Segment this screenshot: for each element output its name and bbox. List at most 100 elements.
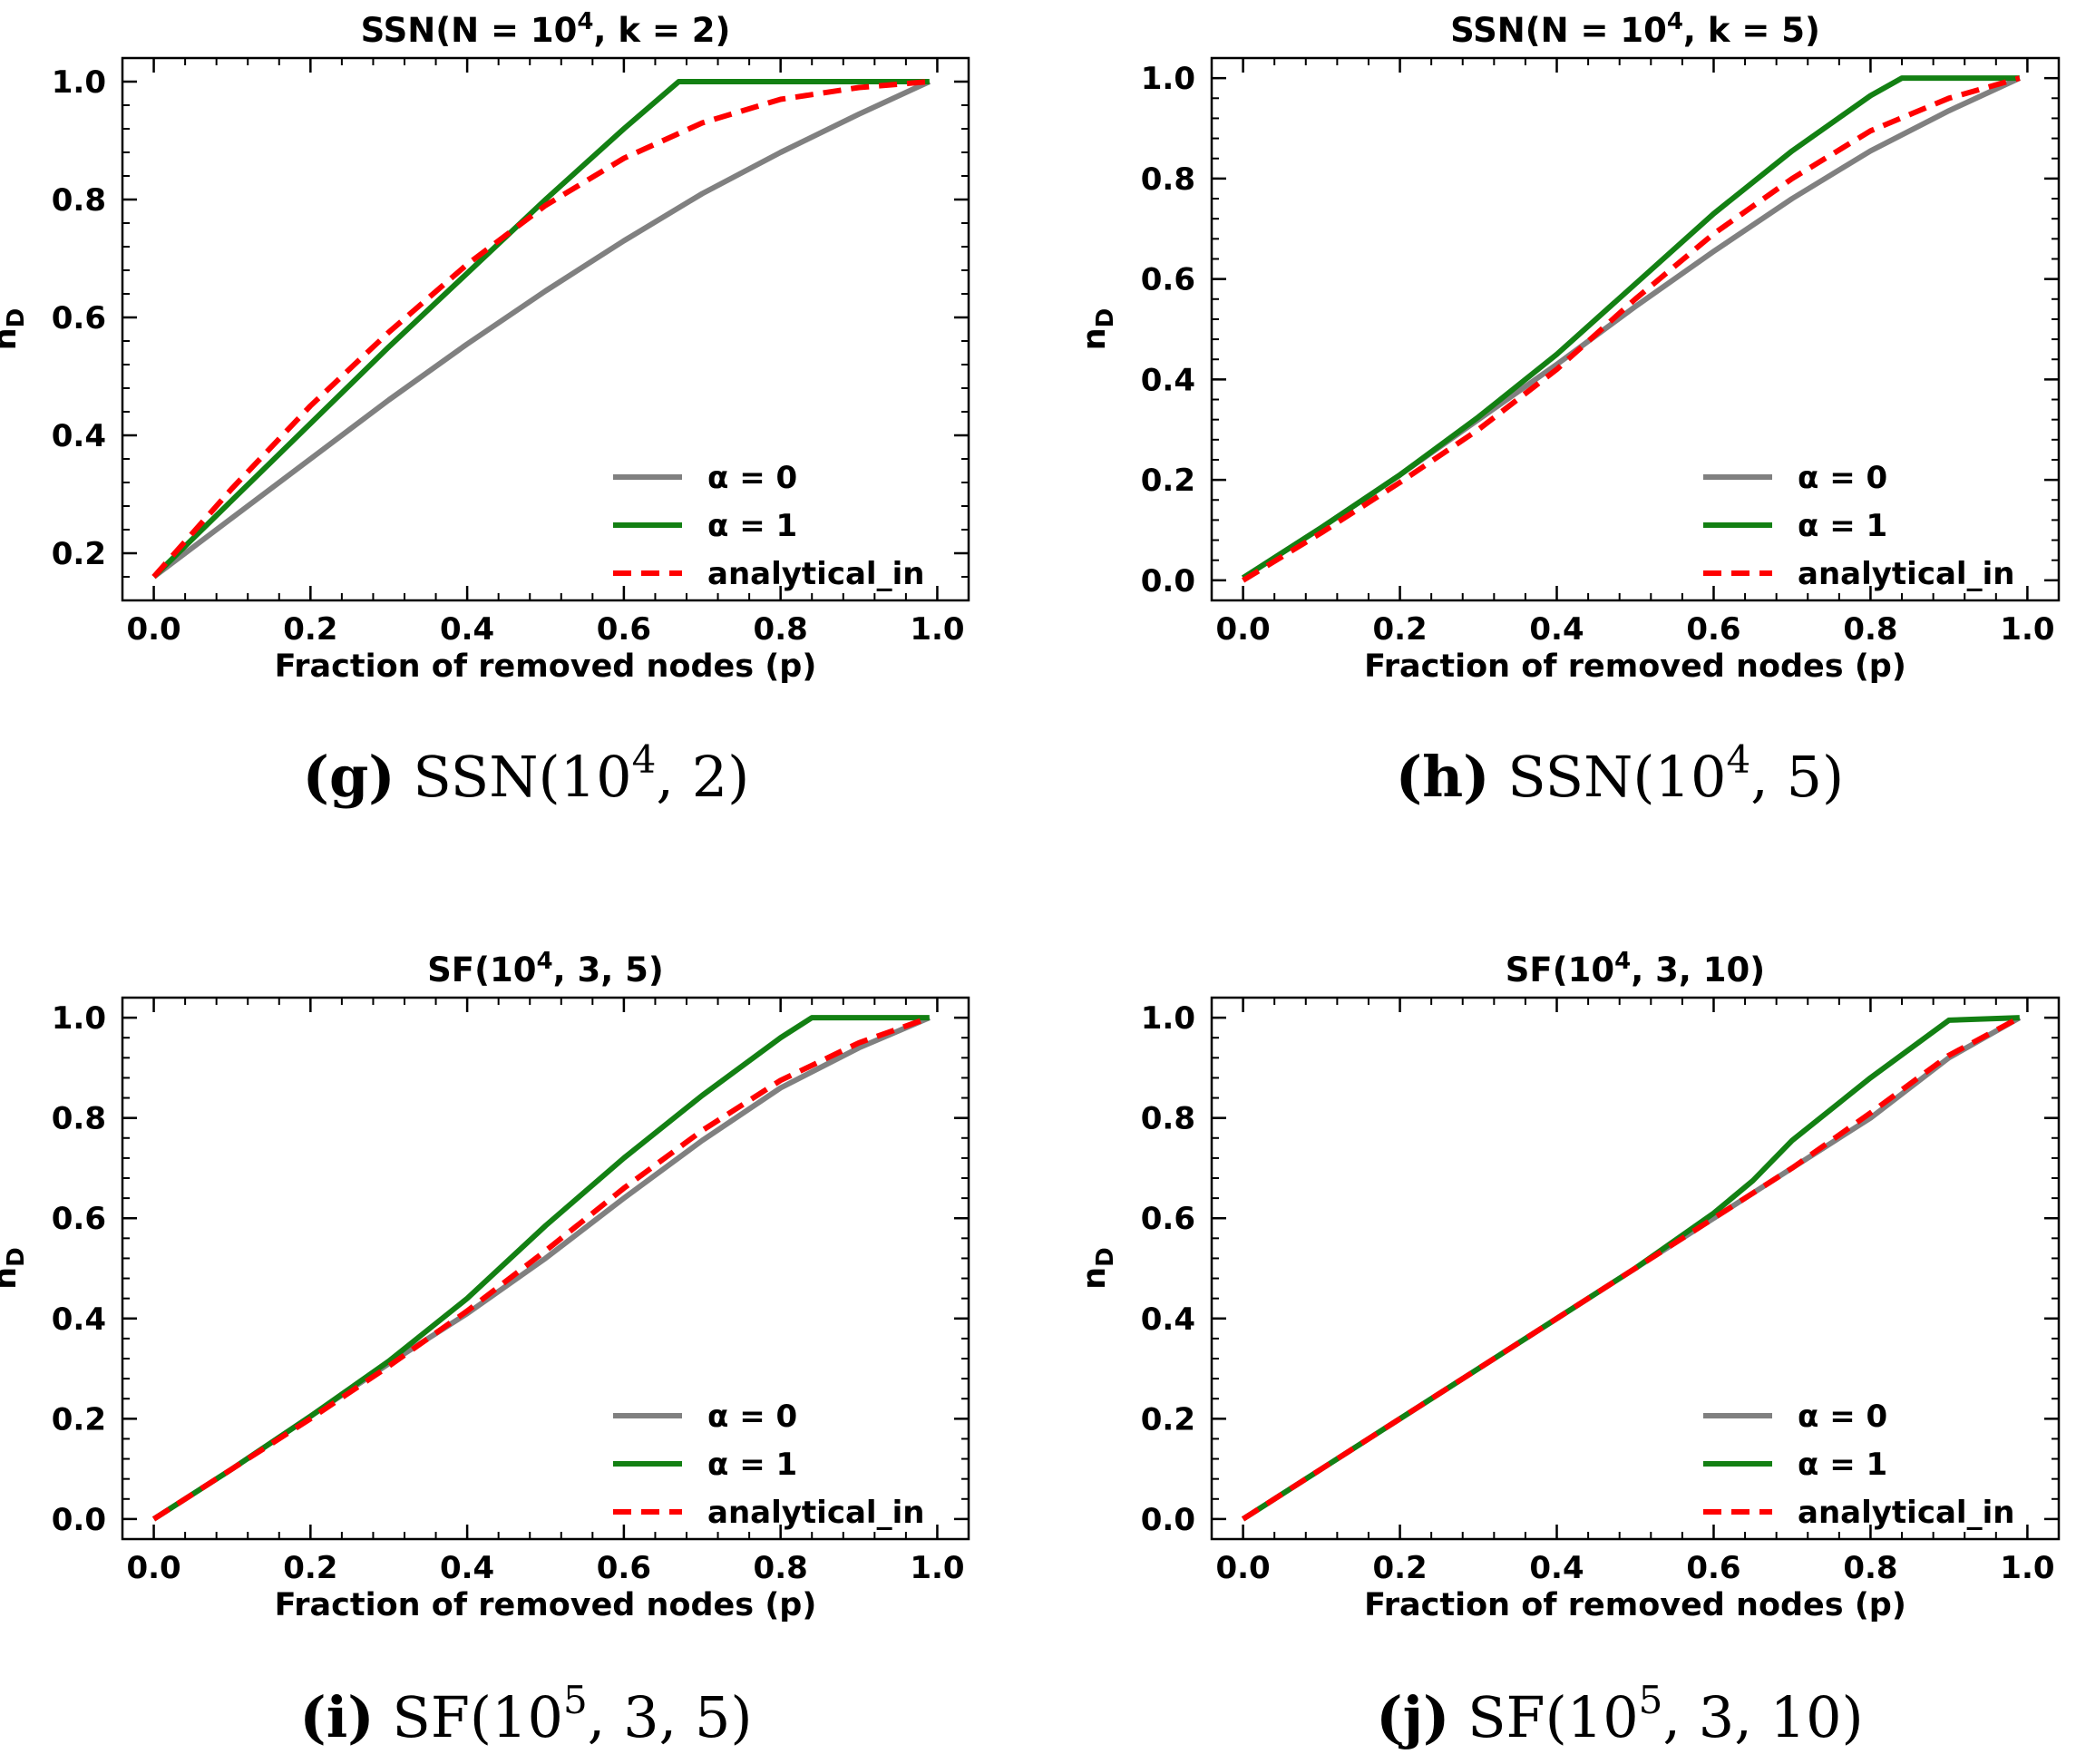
y-tick-label: 0.2: [52, 1401, 106, 1438]
chart-panel-4: SF(104, 3, 10)0.0 0.2 0.4 0.6 0.8 1.00.00.20.…: [1077, 948, 2061, 1750]
panel-caption: (j) SF(105, 3, 10): [1376, 1678, 1864, 1750]
y-tick-label: 0.4: [52, 418, 106, 454]
y-tick-label: 1.0: [1141, 61, 1195, 97]
x-tick-label: 0.8: [754, 611, 808, 648]
caption-letter: (g): [303, 744, 395, 810]
legend-label: α = 1: [1798, 508, 1887, 544]
y-tick-label: 0.8: [1141, 161, 1195, 198]
x-axis-label: Fraction of removed nodes (p): [275, 648, 817, 685]
y-tick-label: 0.2: [1141, 1401, 1195, 1438]
chart-title-rest: , 3, 10): [1631, 950, 1765, 989]
series-line-analytical-in: [1241, 1015, 2022, 1522]
chart-panel-2: SSN(N = 104, k = 5)0.0 0.2 0.4 0.6 0.8 1.00.0…: [1077, 8, 2061, 810]
axes-frame: [1210, 56, 2061, 602]
y-tick-label: 1.0: [52, 64, 106, 101]
x-tick-label: 0.0: [126, 1550, 180, 1586]
y-tick-label: 0.8: [1141, 1101, 1195, 1137]
legend-label: α = 0: [707, 460, 797, 496]
y-tick-label: 0.6: [52, 300, 106, 336]
x-tick-label: 0.4: [440, 611, 494, 648]
caption-main: SF(10: [1467, 1684, 1639, 1750]
series-line-alpha-0: [151, 79, 931, 580]
x-tick-label: 0.0: [1215, 611, 1270, 648]
caption-main: SSN(10: [413, 744, 631, 810]
y-tick-label: 0.0: [52, 1502, 106, 1538]
chart-title: SF(104, 3, 5): [427, 948, 664, 989]
x-tick-label: 0.2: [1372, 1550, 1427, 1586]
y-tick-label: 0.6: [52, 1201, 106, 1237]
y-tick-label: 0.6: [1141, 262, 1195, 298]
caption-rest: , 5): [1750, 744, 1844, 810]
y-axis-label-subscript: D: [1092, 1247, 1119, 1267]
x-tick-label: 0.2: [283, 611, 337, 648]
caption-superscript: 4: [632, 737, 657, 782]
chart-title-main: SSN(N = 10: [1450, 11, 1667, 50]
chart-title: SSN(N = 104, k = 2): [361, 8, 731, 50]
y-axis-label-main: n: [1077, 327, 1113, 350]
legend-label: α = 0: [1798, 1399, 1887, 1435]
y-axis-label-main: n: [0, 327, 24, 350]
caption-space: [395, 744, 414, 810]
series-line-alpha-1: [151, 1015, 930, 1522]
chart-title-main: SF(10: [1506, 950, 1614, 989]
series-line-analytical-in: [151, 79, 931, 579]
legend-label: analytical_in: [707, 1495, 924, 1531]
x-tick-label: 0.6: [1686, 611, 1740, 648]
chart-title-rest: , k = 5): [1683, 11, 1820, 50]
series-lines: [151, 1015, 931, 1522]
axes-frame: [121, 56, 970, 602]
y-tick-label: 1.0: [1141, 1000, 1195, 1037]
x-axis-label: Fraction of removed nodes (p): [1364, 1587, 1906, 1623]
x-tick-label: 1.0: [2000, 611, 2054, 648]
caption-letter: (h): [1396, 744, 1490, 810]
y-tick-label: 0.2: [1141, 463, 1195, 499]
legend-label: analytical_in: [1798, 1495, 2014, 1531]
caption-letter: (i): [299, 1684, 374, 1750]
axes-frame: [121, 996, 970, 1541]
legend-label: α = 1: [707, 1447, 797, 1483]
caption-main: SF(10: [392, 1684, 563, 1750]
caption-superscript: 4: [1726, 737, 1750, 782]
y-tick-label: 0.2: [52, 536, 106, 572]
legend-label: analytical_in: [707, 556, 924, 592]
x-tick-label: 0.8: [754, 1550, 808, 1586]
chart-title-superscript: 4: [577, 8, 593, 35]
chart-panel-3: SF(104, 3, 5)0.0 0.2 0.4 0.6 0.8 1.00.00.20.4…: [0, 948, 970, 1750]
y-axis-label-subscript: D: [3, 308, 30, 328]
x-tick-label: 1.0: [2000, 1550, 2054, 1586]
panel-caption: (i) SF(105, 3, 5): [299, 1678, 752, 1750]
series-line-analytical-in: [151, 1015, 931, 1522]
y-axis-label: nD: [1077, 1247, 1119, 1290]
legend-label: α = 0: [707, 1399, 797, 1435]
x-tick-label: 0.4: [1529, 611, 1584, 648]
y-axis-label-main: n: [0, 1267, 24, 1290]
caption-rest: , 2): [656, 744, 749, 810]
x-tick-label: 1.0: [910, 1550, 964, 1586]
caption-rest: , 3, 5): [588, 1684, 753, 1750]
caption-main: SSN(10: [1507, 744, 1726, 810]
chart-title-superscript: 4: [1667, 8, 1683, 35]
panel-caption: (g) SSN(104, 2): [303, 737, 750, 810]
x-tick-label: 0.0: [126, 611, 180, 648]
chart-title-superscript: 4: [536, 948, 552, 975]
x-axis-label: Fraction of removed nodes (p): [275, 1587, 817, 1623]
x-tick-label: 0.6: [597, 1550, 651, 1586]
x-tick-label: 0.0: [1215, 1550, 1270, 1586]
chart-title: SSN(N = 104, k = 5): [1450, 8, 1820, 50]
y-axis-label-main: n: [1077, 1267, 1113, 1290]
y-axis-label: nD: [1077, 308, 1119, 351]
x-tick-label: 1.0: [910, 611, 964, 648]
series-lines: [1241, 75, 2022, 583]
y-tick-label: 0.0: [1141, 563, 1195, 599]
series-lines: [1241, 1015, 2022, 1522]
y-axis-label-subscript: D: [1092, 308, 1119, 328]
chart-title-main: SF(10: [427, 950, 536, 989]
x-tick-label: 0.4: [1529, 1550, 1584, 1586]
y-tick-label: 0.8: [52, 1101, 106, 1137]
y-tick-label: 0.0: [1141, 1502, 1195, 1538]
y-axis-label: nD: [0, 1247, 30, 1290]
chart-panel-1: SSN(N = 104, k = 2) 0.0 0.2 0.4 0.6 0.8 1.0 0.2…: [0, 8, 970, 810]
chart-title-rest: , k = 2): [593, 11, 730, 50]
caption-letter: (j): [1376, 1684, 1449, 1750]
